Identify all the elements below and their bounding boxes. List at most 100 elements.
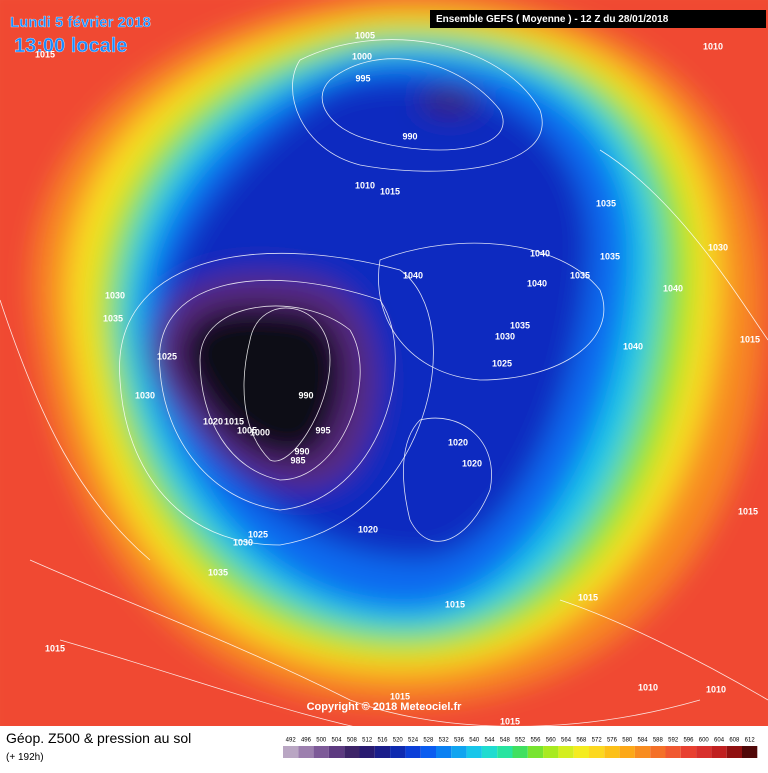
- scale-label: 492: [286, 738, 297, 744]
- scale-label: 504: [332, 738, 343, 744]
- isobar-label: 1005: [237, 425, 257, 435]
- isobar-label: 1025: [248, 529, 268, 539]
- scale-swatch: [742, 746, 758, 758]
- scale-label: 556: [530, 738, 541, 744]
- scale-label: 560: [546, 738, 557, 744]
- isobar-label: 985: [290, 455, 305, 465]
- isobar-label: 1015: [500, 716, 520, 726]
- isobar-label: 990: [298, 390, 313, 400]
- scale-label: 580: [622, 738, 633, 744]
- isobar-label: 1030: [495, 331, 515, 341]
- scale-label: 552: [515, 738, 526, 744]
- scale-swatch: [359, 746, 375, 758]
- isobar-label: 1010: [706, 684, 726, 694]
- isobar-label: 1010: [703, 41, 723, 51]
- isobar-label: 1015: [380, 186, 400, 196]
- scale-label: 568: [576, 738, 587, 744]
- isobar-label: 1040: [530, 248, 550, 258]
- isobar-label: 1035: [570, 270, 590, 280]
- scale-swatch: [680, 746, 697, 758]
- scale-label: 564: [561, 738, 572, 744]
- footer-title: Géop. Z500 & pression au sol: [6, 730, 191, 746]
- scale-swatch: [726, 746, 742, 758]
- scale-swatch: [665, 746, 681, 758]
- isobar-label: 990: [294, 446, 309, 456]
- scale-label: 532: [439, 738, 450, 744]
- scale-swatch: [696, 746, 712, 758]
- isobar-label: 1025: [157, 351, 177, 361]
- scale-swatch: [543, 746, 559, 758]
- scale-label: 592: [668, 738, 679, 744]
- isobar-label: 1025: [492, 358, 512, 368]
- isobar-label: 1000: [352, 51, 372, 61]
- scale-label: 548: [500, 738, 511, 744]
- isobar-label: 1015: [740, 334, 760, 344]
- isobar-label: 1030: [233, 537, 253, 547]
- isobar-label: 1040: [403, 270, 423, 280]
- scale-label: 544: [485, 738, 496, 744]
- scale-swatch: [283, 746, 299, 758]
- scale-label: 528: [423, 738, 434, 744]
- isobar-label: 1030: [135, 390, 155, 400]
- color-scale: 492 496 500 504 508 512 516 520 524 528 532 536 540 5…: [283, 738, 758, 758]
- isobar-label: 1015: [578, 592, 598, 602]
- isobar-label: 990: [402, 131, 417, 141]
- isobar-label: 995: [315, 425, 330, 435]
- scale-swatch: [313, 746, 329, 758]
- isobar-label: 1040: [663, 283, 683, 293]
- scale-label: 496: [301, 738, 312, 744]
- scale-label: 584: [638, 738, 649, 744]
- scale-swatch: [451, 746, 467, 758]
- isobar-label: 1015: [445, 599, 465, 609]
- scale-swatch: [589, 746, 605, 758]
- isobar-label: 1020: [358, 524, 378, 534]
- scale-label: 524: [408, 738, 419, 744]
- isobar-label: 1035: [596, 198, 616, 208]
- scale-label: 500: [316, 738, 327, 744]
- scale-label: 612: [745, 738, 756, 744]
- scale-label: 596: [683, 738, 694, 744]
- isobar-label: 1035: [510, 320, 530, 330]
- scale-label: 536: [454, 738, 465, 744]
- scale-swatch: [420, 746, 436, 758]
- scale-label: 572: [592, 738, 603, 744]
- scale-swatch: [344, 746, 360, 758]
- scale-swatch: [374, 746, 391, 758]
- isobar-label: 1035: [600, 251, 620, 261]
- isobar-label: 1005: [355, 30, 375, 40]
- isobar-label: 995: [355, 73, 370, 83]
- scale-swatch: [405, 746, 421, 758]
- isobar-label: 1010: [638, 682, 658, 692]
- scale-label: 608: [729, 738, 740, 744]
- scale-label: 508: [347, 738, 358, 744]
- isobar-labels: 1005100099599010101015101010151035103010…: [35, 30, 760, 726]
- scale-swatch: [711, 746, 727, 758]
- scale-swatch: [634, 746, 651, 758]
- scale-swatch: [497, 746, 513, 758]
- isobar-label: 1035: [103, 313, 123, 323]
- scale-swatch: [573, 746, 589, 758]
- scale-label: 588: [653, 738, 664, 744]
- scale-label: 520: [393, 738, 404, 744]
- copyright: Copyright © 2018 Meteociel.fr: [307, 701, 463, 713]
- isobar-label: 1020: [462, 458, 482, 468]
- isobar-label: 1040: [623, 341, 643, 351]
- scale-swatch: [328, 746, 345, 758]
- isobar-label: 1010: [355, 180, 375, 190]
- scale-swatch: [481, 746, 498, 758]
- isobar-label: 1000: [250, 427, 270, 437]
- scale-swatch: [650, 746, 666, 758]
- isobar-label: 1030: [105, 290, 125, 300]
- forecast-time: 13:00 locale: [14, 35, 127, 57]
- scale-label: 540: [469, 738, 480, 744]
- scale-swatch: [558, 746, 574, 758]
- isobar-label: 1015: [390, 691, 410, 701]
- isobar-label: 1020: [448, 437, 468, 447]
- isobar-label: 1015: [35, 49, 55, 59]
- isobar-label: 1035: [208, 567, 228, 577]
- isobar-label: 1020: [203, 416, 223, 426]
- isobar-label: 1015: [738, 506, 758, 516]
- forecast-date: Lundi 5 février 2018: [10, 14, 151, 31]
